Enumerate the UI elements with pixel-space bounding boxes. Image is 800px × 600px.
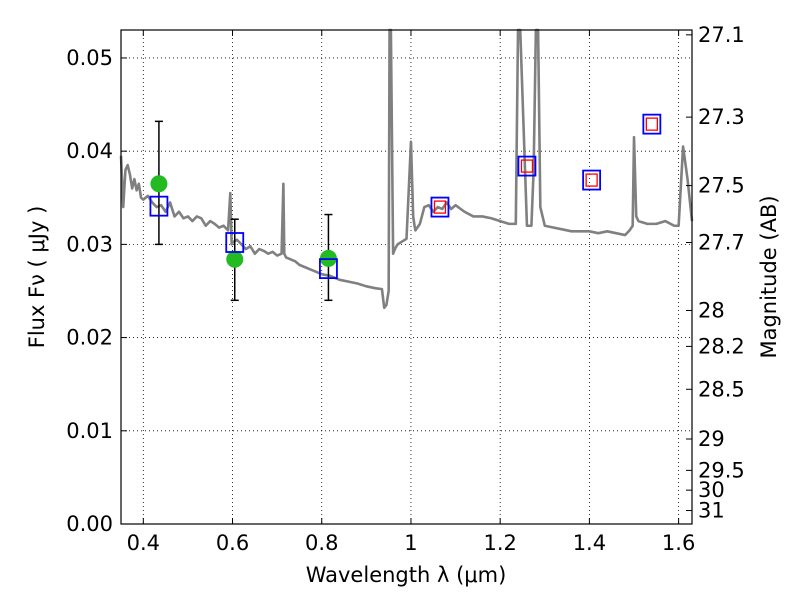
y-axis-ticks: 0.00 0.01 0.02 0.03 0.04 0.05 xyxy=(66,46,127,536)
right-tick-label: 28.5 xyxy=(698,377,745,401)
x-tick-label: 1.2 xyxy=(483,531,516,555)
right-tick-label: 27.1 xyxy=(698,23,745,47)
model-box xyxy=(430,196,450,218)
plot-frame xyxy=(120,29,693,525)
observed-point xyxy=(150,175,168,193)
x-tick-label: 1 xyxy=(404,531,417,555)
model-box-inner xyxy=(645,117,659,131)
model-points xyxy=(149,113,662,280)
right-tick-label: 30 xyxy=(698,478,725,502)
spectrum-series xyxy=(119,28,694,310)
observed-point xyxy=(226,250,244,268)
right-tick-label: 27.5 xyxy=(698,174,745,198)
model-box xyxy=(319,258,338,280)
model-box-inner xyxy=(585,173,598,187)
y-tick-label: 0.04 xyxy=(66,139,113,163)
right-tick-label: 28.2 xyxy=(698,334,745,358)
right-tick-label: 28 xyxy=(698,298,725,322)
model-box xyxy=(225,232,245,253)
y-tick-label: 0.01 xyxy=(66,419,113,443)
x-tick-label: 1.4 xyxy=(573,531,606,555)
model-box-inner xyxy=(433,200,447,214)
x-axis-label: Wavelength λ (μm) xyxy=(306,563,507,587)
right-tick-label: 31 xyxy=(698,499,725,523)
error-bars xyxy=(154,120,333,302)
x-axis-ticks: 0.4 0.6 0.8 1 1.2 1.4 1.6 xyxy=(127,30,695,555)
spectrum-line xyxy=(119,28,694,310)
model-box-inner xyxy=(520,159,534,173)
model-box xyxy=(149,195,169,217)
x-tick-label: 0.4 xyxy=(127,531,160,555)
observed-points xyxy=(150,175,337,268)
right-tick-label: 27.3 xyxy=(698,105,745,129)
grid-lines xyxy=(121,30,692,524)
right-tick-label: 29.5 xyxy=(698,458,745,482)
right-axis-label: Magnitude (AB) xyxy=(757,195,781,358)
y-axis-label: Flux Fν ( μJy ) xyxy=(25,206,49,349)
model-box xyxy=(642,113,662,135)
y-tick-label: 0.05 xyxy=(66,46,113,70)
x-tick-label: 1.6 xyxy=(662,531,695,555)
x-tick-label: 0.6 xyxy=(216,531,249,555)
model-box xyxy=(582,169,602,191)
y-tick-label: 0.02 xyxy=(66,326,113,350)
right-tick-label: 27.7 xyxy=(698,231,745,255)
y-tick-label: 0.00 xyxy=(66,512,113,536)
y-tick-label: 0.03 xyxy=(66,232,113,256)
x-tick-label: 0.8 xyxy=(305,531,338,555)
model-box xyxy=(517,155,537,177)
right-tick-label: 29 xyxy=(698,427,725,451)
